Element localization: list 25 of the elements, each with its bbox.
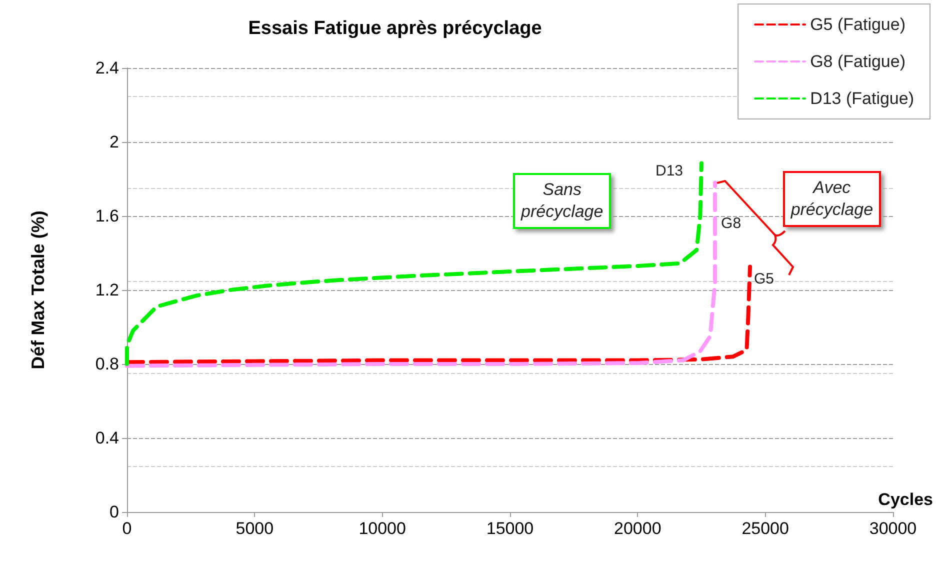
- y-axis-title: Déf Max Totale (%): [28, 210, 48, 370]
- annotation: D13: [656, 162, 684, 180]
- x-tick-label: 15000: [486, 519, 534, 538]
- annotation: Avec précyclage: [782, 170, 882, 227]
- x-tick-label: 0: [122, 519, 132, 538]
- x-tick-label: 30000: [869, 519, 917, 538]
- legend-label: G5 (Fatigue): [810, 15, 906, 34]
- chart-title: Essais Fatigue après précyclage: [248, 18, 542, 39]
- y-tick-label: 1.6: [95, 206, 119, 226]
- x-tick-label: 10000: [358, 519, 406, 538]
- y-tick-label: 0.4: [95, 428, 119, 448]
- annotation: G5: [754, 270, 774, 288]
- y-tick-label: 0.8: [95, 354, 119, 374]
- y-tick-label: 2.4: [95, 58, 119, 78]
- y-tick-label: 2: [110, 132, 119, 152]
- x-tick-label: 5000: [236, 519, 274, 538]
- y-tick-label: 0: [110, 502, 119, 522]
- legend-label: D13 (Fatigue): [810, 89, 914, 108]
- x-axis-title: Cycles: [878, 490, 933, 509]
- y-tick-label: 1.2: [95, 280, 119, 300]
- annotation: Sans précyclage: [513, 173, 612, 229]
- annotation: G8: [721, 215, 742, 232]
- x-tick-label: 20000: [614, 519, 662, 538]
- x-tick-label: 25000: [742, 519, 789, 538]
- legend-label: G8 (Fatigue): [810, 52, 906, 71]
